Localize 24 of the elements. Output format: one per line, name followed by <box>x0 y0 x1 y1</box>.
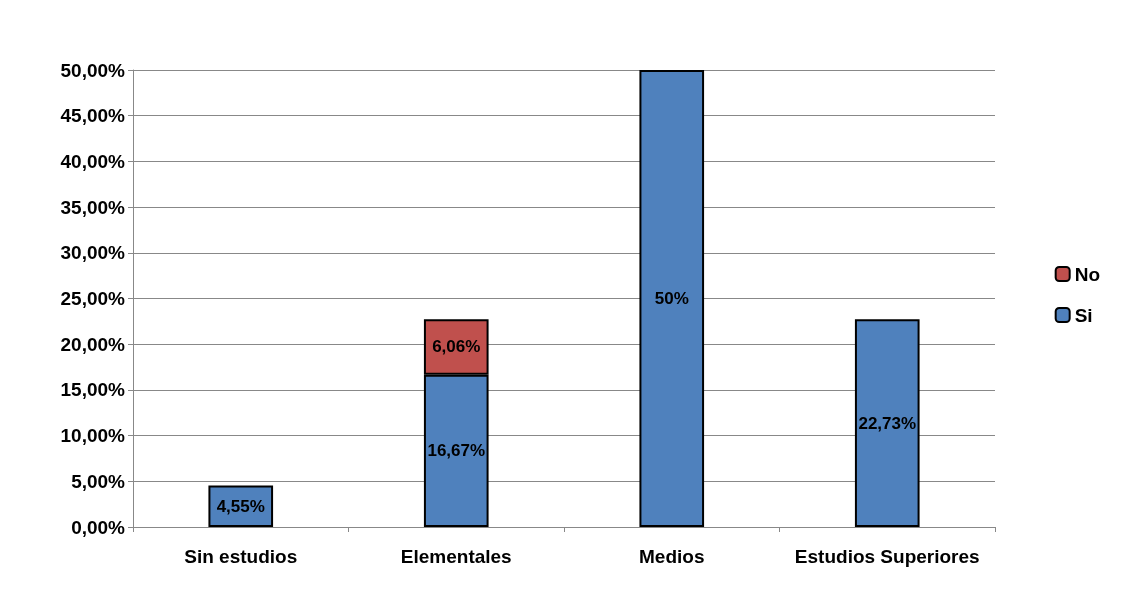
y-tick-label: 10,00% <box>60 425 126 447</box>
y-tick-label: 40,00% <box>60 150 126 172</box>
y-tick-label: 35,00% <box>60 196 126 218</box>
x-tick-label: Medios <box>639 546 705 567</box>
y-tick-label: 30,00% <box>60 242 126 264</box>
data-label: 16,67% <box>427 441 486 461</box>
data-label: 6,06% <box>432 337 481 357</box>
bar <box>639 70 705 527</box>
y-tick-label: 5,00% <box>71 470 126 492</box>
data-label: 50% <box>654 289 689 308</box>
bar <box>854 319 920 527</box>
x-tick-label: Sin estudios <box>184 546 298 567</box>
x-tick-label: Estudios Superiores <box>794 546 980 567</box>
legend-label: No <box>1074 263 1100 285</box>
y-tick-label: 20,00% <box>60 333 126 355</box>
y-tick-label: 25,00% <box>60 288 126 309</box>
x-tick-label: Elementales <box>400 546 512 567</box>
y-tick-label: 50,00% <box>60 59 126 81</box>
data-label: 4,55% <box>216 496 265 516</box>
y-tick-label: 45,00% <box>60 105 126 127</box>
y-tick-label: 15,00% <box>60 379 126 401</box>
data-label: 22,73% <box>858 413 917 433</box>
y-tick-label: 0,00% <box>71 516 126 538</box>
legend-label: Si <box>1074 304 1093 326</box>
